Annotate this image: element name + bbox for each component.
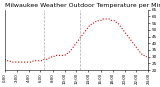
Text: Milwaukee Weather Outdoor Temperature per Minute (Last 24 Hours): Milwaukee Weather Outdoor Temperature pe… xyxy=(5,3,160,8)
